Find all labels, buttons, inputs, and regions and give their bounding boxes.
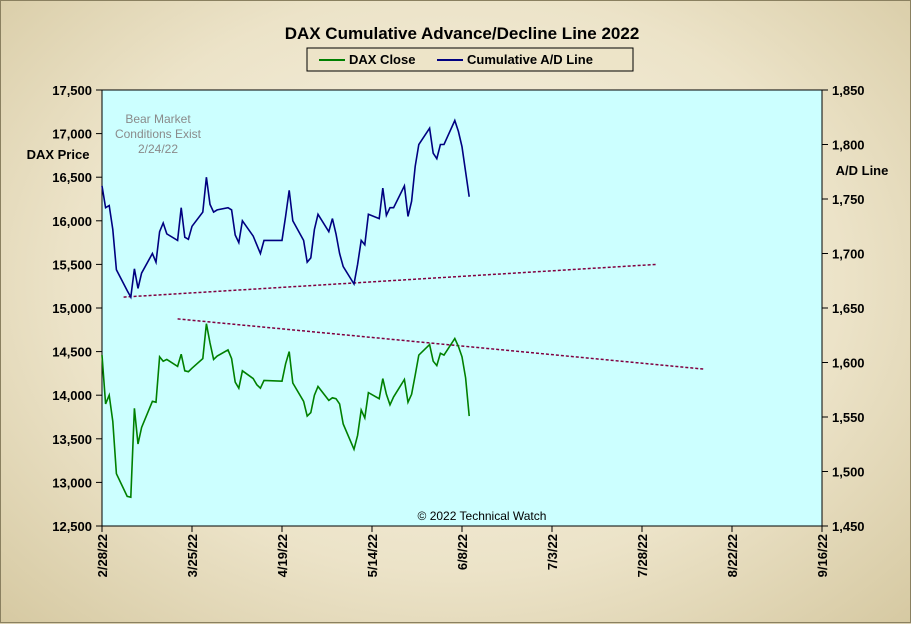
chart-title: DAX Cumulative Advance/Decline Line 2022 — [285, 24, 640, 43]
x-tick-label: 6/8/22 — [455, 534, 470, 570]
x-tick-label: 9/16/22 — [815, 534, 830, 577]
series-dax-close — [101, 323, 470, 499]
x-tick-label: 4/19/22 — [275, 534, 290, 577]
plot-area — [101, 89, 823, 527]
left-tick-label: 16,500 — [52, 170, 92, 185]
x-tick-label: 7/28/22 — [635, 534, 650, 577]
left-tick-label: 16,000 — [52, 214, 92, 229]
legend: DAX Close Cumulative A/D Line — [306, 47, 634, 72]
right-tick-label: 1,850 — [832, 83, 865, 98]
right-axis-label: A/D Line — [836, 163, 889, 178]
right-tick-label: 1,650 — [832, 301, 865, 316]
left-tick-label: 13,000 — [52, 475, 92, 490]
annotation-line-2: Conditions Exist — [115, 127, 202, 141]
bear-market-annotation: Bear Market Conditions Exist 2/24/22 — [115, 112, 202, 156]
x-tick-label: 2/28/22 — [95, 534, 110, 577]
right-tick-label: 1,550 — [832, 410, 865, 425]
right-tick-label: 1,500 — [832, 465, 865, 480]
right-tick-label: 1,600 — [832, 356, 865, 371]
left-tick-label: 15,500 — [52, 257, 92, 272]
annotation-line-3: 2/24/22 — [138, 142, 178, 156]
left-tick-label: 14,500 — [52, 345, 92, 360]
left-tick-label: 13,500 — [52, 432, 92, 447]
left-tick-label: 15,000 — [52, 301, 92, 316]
right-tick-label: 1,750 — [832, 192, 865, 207]
legend-box — [306, 47, 634, 72]
series-cumulative-ad — [101, 118, 470, 300]
right-tick-label: 1,700 — [832, 247, 865, 262]
left-axis-label: DAX Price — [27, 147, 90, 162]
right-axis: 1,450 1,500 1,550 1,600 1,650 1,700 1,750 1,800… — [822, 83, 865, 534]
legend-ad-label: Cumulative A/D Line — [467, 52, 593, 67]
left-tick-label: 14,000 — [52, 388, 92, 403]
trendline — [177, 318, 704, 370]
right-tick-label: 1,450 — [832, 519, 865, 534]
left-axis: 12,500 13,000 13,500 14,000 14,500 15,000 15,5… — [52, 83, 102, 534]
trendlines — [123, 263, 704, 370]
annotation-line-1: Bear Market — [125, 112, 191, 126]
x-tick-label: 3/25/22 — [185, 534, 200, 577]
right-tick-label: 1,800 — [832, 138, 865, 153]
left-tick-label: 12,500 — [52, 519, 92, 534]
left-tick-label: 17,000 — [52, 127, 92, 142]
x-tick-label: 8/22/22 — [725, 534, 740, 577]
legend-dax-label: DAX Close — [349, 52, 415, 67]
x-tick-label: 7/3/22 — [545, 534, 560, 570]
trendline — [123, 263, 657, 298]
x-axis: 2/28/22 3/25/22 4/19/22 5/14/22 6/8/22 7/3/22… — [95, 526, 830, 577]
credit-text: © 2022 Technical Watch — [418, 509, 547, 523]
left-tick-label: 17,500 — [52, 83, 92, 98]
x-tick-label: 5/14/22 — [365, 534, 380, 577]
